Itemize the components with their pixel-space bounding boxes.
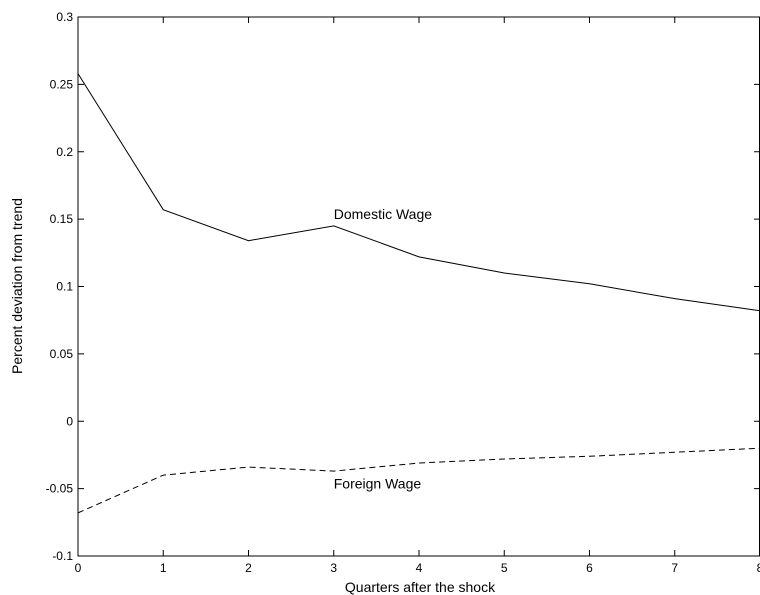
x-tick-label: 2 <box>245 561 252 575</box>
y-tick-label: 0.2 <box>56 145 73 159</box>
y-tick-label: 0.05 <box>50 347 74 361</box>
series-line <box>77 73 760 312</box>
y-tick-label: 0.15 <box>50 212 74 226</box>
y-axis-label: Percent deviation from trend <box>9 198 25 374</box>
x-tick-label: 7 <box>671 561 678 575</box>
x-tick-label: 1 <box>160 561 167 575</box>
series-label: Domestic Wage <box>334 206 433 222</box>
y-tick-label: 0.1 <box>56 280 73 294</box>
y-tick-label: 0 <box>66 414 73 428</box>
y-tick-label: -0.1 <box>52 549 73 563</box>
x-tick-label: 0 <box>75 561 82 575</box>
x-tick-label: 6 <box>586 561 593 575</box>
y-tick-label: 0.3 <box>56 10 73 24</box>
series-line <box>77 447 760 514</box>
x-axis-label: Quarters after the shock <box>345 579 496 595</box>
y-tick-label: -0.05 <box>46 482 74 496</box>
series-label: Foreign Wage <box>334 476 422 492</box>
y-tick-label: 0.25 <box>50 77 74 91</box>
x-tick-label: 3 <box>330 561 337 575</box>
x-tick-label: 8 <box>757 561 760 575</box>
x-tick-label: 5 <box>501 561 508 575</box>
x-tick-label: 4 <box>416 561 423 575</box>
